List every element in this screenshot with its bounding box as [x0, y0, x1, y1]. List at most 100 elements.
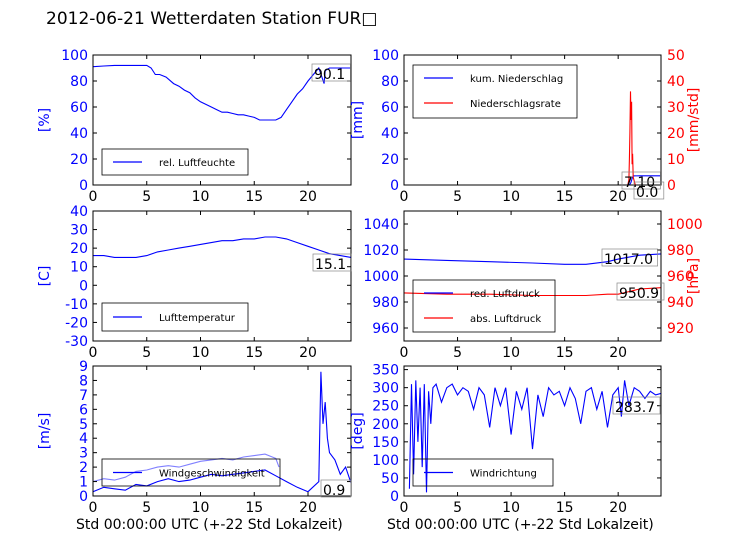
y-tick-label: 350 [372, 363, 399, 379]
y-tick-label: 200 [372, 417, 399, 433]
y-tick-label: 5 [79, 417, 88, 433]
y-tick-label: 60 [381, 100, 399, 116]
series-line-windrichtung [408, 380, 661, 493]
series-group [408, 380, 661, 493]
panel-wind_direction: 0 5 10 15 20050100150200250300350[deg]Windri… [350, 363, 662, 516]
value-annotation: 950.9 [616, 282, 665, 302]
series-line-abs-luftdruck [404, 287, 661, 297]
x-tick-label: 15 [556, 500, 574, 516]
x-tick-label: 20 [609, 500, 627, 516]
x-tick-label: 10 [502, 189, 520, 205]
plot-frame [92, 54, 352, 186]
value-annotation: 15.1 [312, 253, 352, 273]
y-tick-label: 40 [70, 204, 88, 220]
x-tick-label: 5 [453, 500, 462, 516]
x-tick-label: 15 [556, 345, 574, 361]
x-tick-label: 10 [502, 345, 520, 361]
y-tick-label: 80 [381, 74, 399, 90]
y2-tick-label: 50 [667, 48, 685, 64]
y2-axis-label: [hPa] [686, 258, 702, 294]
y-tick-label: -20 [65, 315, 88, 331]
y-axis-label: [mm] [350, 101, 366, 139]
x-axis-label-left: Std 00:00:00 UTC (+-22 Std Lokalzeit) [76, 517, 343, 533]
x-tick-label: 15 [245, 189, 263, 205]
y-tick-label: 0 [79, 278, 88, 294]
legend-label: Windrichtung [470, 469, 537, 480]
y-tick-label: 100 [372, 453, 399, 469]
y-tick-label: 100 [372, 48, 399, 64]
legend-label: Niederschlagsrate [470, 99, 561, 110]
y-tick-label: 960 [372, 321, 399, 337]
x-tick-label: 5 [142, 345, 151, 361]
plot-frame [403, 365, 662, 497]
annotation-box [320, 479, 352, 498]
y-tick-label: 3 [79, 446, 88, 462]
y-tick-label: -10 [65, 297, 88, 313]
y-tick-label: 20 [381, 152, 399, 168]
y-axis-label: [C] [37, 266, 53, 287]
x-tick-label: 20 [609, 345, 627, 361]
x-tick-label: 0 [89, 500, 98, 516]
y2-tick-label: 940 [667, 295, 694, 311]
series-group [404, 253, 661, 297]
panel-wind_speed: 0 5 10 15 200123456789[m/s]Windgeschwindigke… [37, 359, 352, 516]
annotation-box [621, 171, 661, 190]
legend: Windrichtung [412, 458, 554, 487]
legend-box [101, 458, 281, 487]
annotation-box [312, 253, 352, 272]
y-tick-label: 0 [390, 489, 399, 505]
x-tick-label: 0 [89, 345, 98, 361]
y-tick-label: 60 [70, 100, 88, 116]
legend: rel. Luftfeuchte [101, 148, 249, 176]
y-tick-label: 150 [372, 435, 399, 451]
y-tick-label: -30 [65, 334, 88, 350]
y2-tick-label: 30 [667, 100, 685, 116]
annotation-text: 0.0 [636, 185, 658, 201]
annotation-box [616, 282, 665, 301]
x-axis-label-right: Std 00:00:00 UTC (+-22 Std Lokalzeit) [387, 517, 654, 533]
value-annotation: 283.7 [612, 396, 661, 416]
y-tick-label: 1000 [363, 269, 399, 285]
y2-tick-label: 20 [667, 126, 685, 142]
y2-tick-label: 40 [667, 74, 685, 90]
y-axis-label: [m/s] [37, 413, 53, 450]
y-tick-label: 40 [70, 126, 88, 142]
x-tick-label: 0 [89, 189, 98, 205]
annotation-text: 15.1 [315, 257, 346, 273]
y-tick-label: 2 [79, 460, 88, 476]
y-tick-label: 0 [79, 489, 88, 505]
x-tick-label: 5 [453, 189, 462, 205]
panel-temperature: 0 5 10 15 20 -30 -20 -10 0 10 20 30 40 [C] Lufttempera… [37, 204, 352, 361]
x-tick-label: 10 [502, 500, 520, 516]
annotation-box [311, 63, 351, 82]
legend-label: Windgeschwindigkeit [159, 469, 265, 480]
y-tick-label: 7 [79, 388, 88, 404]
legend-label: abs. Luftdruck [470, 314, 541, 325]
x-tick-label: 5 [453, 345, 462, 361]
y-tick-label: 0 [79, 178, 88, 194]
plot-frame [92, 365, 352, 497]
x-tick-label: 0 [400, 345, 409, 361]
y2-tick-label: 960 [667, 269, 694, 285]
annotation-box [601, 248, 658, 267]
y-tick-label: 4 [79, 431, 88, 447]
annotation-text: 950.9 [619, 286, 659, 302]
plot-frame [403, 54, 662, 186]
x-tick-label: 20 [299, 345, 317, 361]
y-tick-label: 40 [381, 126, 399, 142]
y-tick-label: 8 [79, 373, 88, 389]
annotation-text: 0.9 [323, 483, 345, 499]
annotation-box [612, 396, 661, 415]
y-tick-label: 980 [372, 295, 399, 311]
x-tick-label: 10 [192, 500, 210, 516]
y-tick-label: 300 [372, 381, 399, 397]
x-tick-label: 5 [142, 189, 151, 205]
y2-tick-label: 10 [667, 152, 685, 168]
value-annotation: 1017.0 [601, 248, 658, 268]
legend: red. Luftdruck abs. Luftdruck [412, 279, 556, 333]
y-tick-label: 1040 [363, 217, 399, 233]
y-tick-label: 9 [79, 359, 88, 375]
value-annotation: 90.1 [311, 63, 351, 83]
y2-axis-label: [mm/std] [686, 88, 702, 153]
legend-box [412, 279, 556, 333]
